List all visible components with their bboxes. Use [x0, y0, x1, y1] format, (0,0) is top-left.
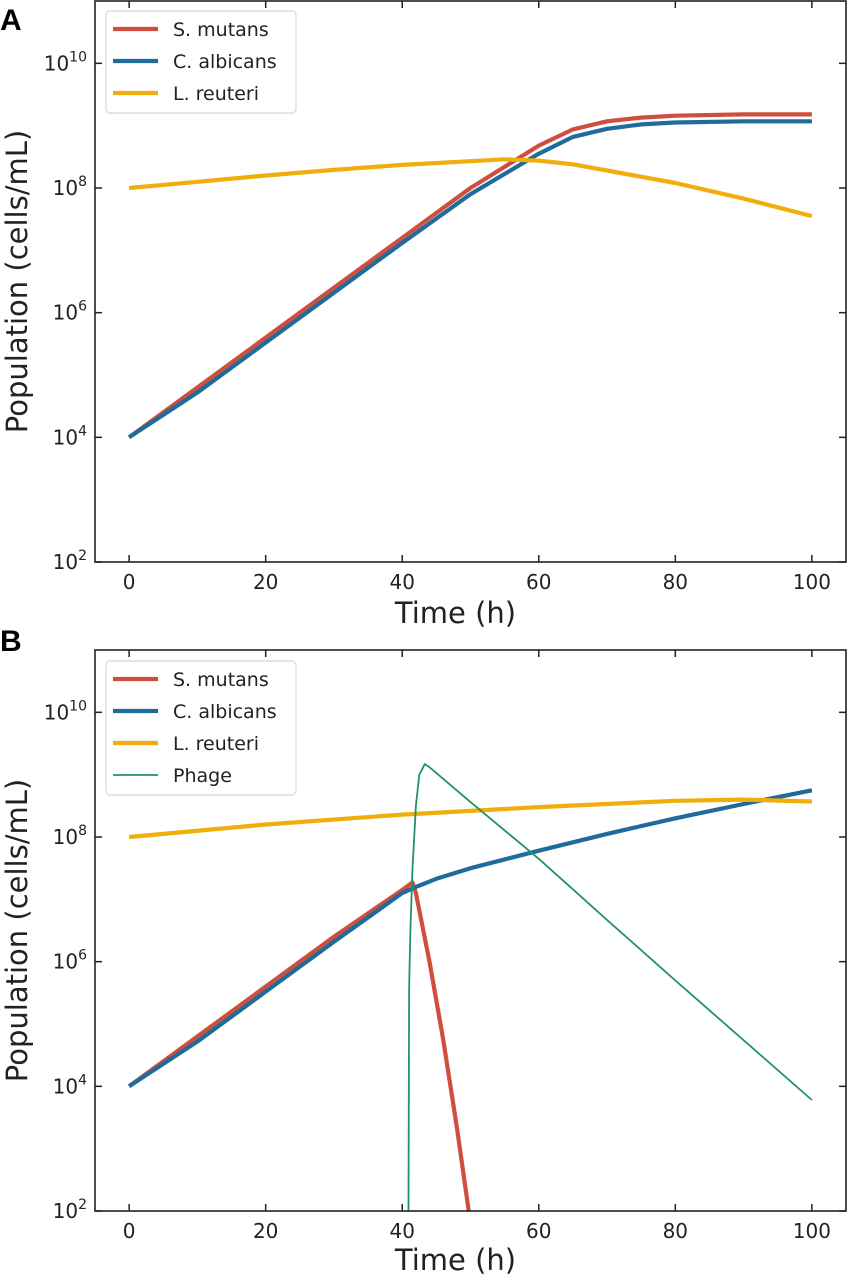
y-tick-label: 108	[53, 823, 87, 849]
y-tick-exponent: 10	[69, 49, 87, 65]
y-tick-exponent: 6	[78, 948, 87, 964]
x-tick-label: 0	[123, 1219, 136, 1243]
legend-box	[105, 10, 297, 114]
series-line-c-albicans	[127, 788, 813, 1089]
legend-label: S. mutans	[173, 669, 269, 691]
x-tick-label: 100	[793, 570, 831, 594]
y-tick-exponent: 10	[69, 698, 87, 714]
series-line-phage	[407, 763, 813, 1211]
legend: S. mutans C. albicans L. reuteri Phage	[105, 660, 297, 796]
y-tick-exponent: 8	[78, 174, 87, 190]
legend: S. mutans C. albicans L. reuteri	[105, 10, 297, 114]
legend-label: S. mutans	[173, 19, 269, 41]
y-tick-label: 108	[53, 174, 87, 200]
x-tick-label: 40	[390, 570, 415, 594]
series-line-l-reuteri	[128, 797, 812, 840]
y-tick-exponent: 8	[78, 823, 87, 839]
y-tick-base: 10	[53, 425, 78, 449]
axes-frame	[94, 0, 847, 563]
x-tick-label: 80	[663, 1219, 688, 1243]
legend-label: Phage	[173, 765, 232, 787]
y-tick-base: 10	[44, 700, 69, 724]
x-tick-label: 0	[123, 570, 136, 594]
y-tick-exponent: 4	[78, 1072, 87, 1088]
y-tick-base: 10	[44, 51, 69, 75]
legend-label: L. reuteri	[173, 83, 259, 105]
legend-label: C. albicans	[173, 51, 277, 73]
y-tick-label: 106	[53, 299, 87, 325]
panel-letter: A	[0, 4, 22, 37]
x-axis-label: Time (h)	[394, 1243, 516, 1277]
y-tick-exponent: 2	[78, 1197, 87, 1213]
y-tick-label: 104	[53, 1072, 87, 1098]
y-tick-base: 10	[53, 1074, 78, 1098]
y-tick-base: 10	[53, 1199, 78, 1223]
x-axis-label: Time (h)	[394, 596, 516, 630]
x-tick-label: 60	[526, 570, 551, 594]
legend-label: L. reuteri	[173, 733, 259, 755]
y-tick-label: 1010	[44, 698, 87, 724]
y-tick-label: 106	[53, 948, 87, 974]
panel-letter: B	[0, 625, 22, 658]
y-tick-base: 10	[53, 950, 78, 974]
y-tick-label: 1010	[44, 49, 87, 75]
x-tick-label: 20	[253, 570, 278, 594]
y-tick-exponent: 2	[78, 548, 87, 564]
y-tick-label: 102	[53, 1197, 87, 1223]
series-group	[127, 763, 813, 1211]
y-tick-base: 10	[53, 176, 78, 200]
y-tick-label: 102	[53, 548, 87, 574]
x-tick-label: 100	[793, 1219, 831, 1243]
y-tick-base: 10	[53, 825, 78, 849]
y-tick-label: 104	[53, 423, 87, 449]
y-tick-base: 10	[53, 301, 78, 325]
series-line-c-albicans	[127, 119, 812, 440]
y-axis-label: Population (cells/mL)	[0, 130, 34, 433]
x-tick-label: 40	[390, 1219, 415, 1243]
axes-frame	[94, 649, 847, 1212]
y-axis-label: Population (cells/mL)	[0, 779, 34, 1082]
series-line-s-mutans	[127, 112, 812, 439]
series-group	[127, 112, 813, 440]
x-tick-label: 80	[663, 570, 688, 594]
y-tick-base: 10	[53, 550, 78, 574]
series-line-l-reuteri	[128, 157, 813, 219]
legend-box	[105, 660, 297, 796]
y-tick-exponent: 4	[78, 423, 87, 439]
legend-label: C. albicans	[173, 701, 277, 723]
x-tick-label: 60	[526, 1219, 551, 1243]
x-tick-label: 20	[253, 1219, 278, 1243]
y-tick-exponent: 6	[78, 299, 87, 315]
